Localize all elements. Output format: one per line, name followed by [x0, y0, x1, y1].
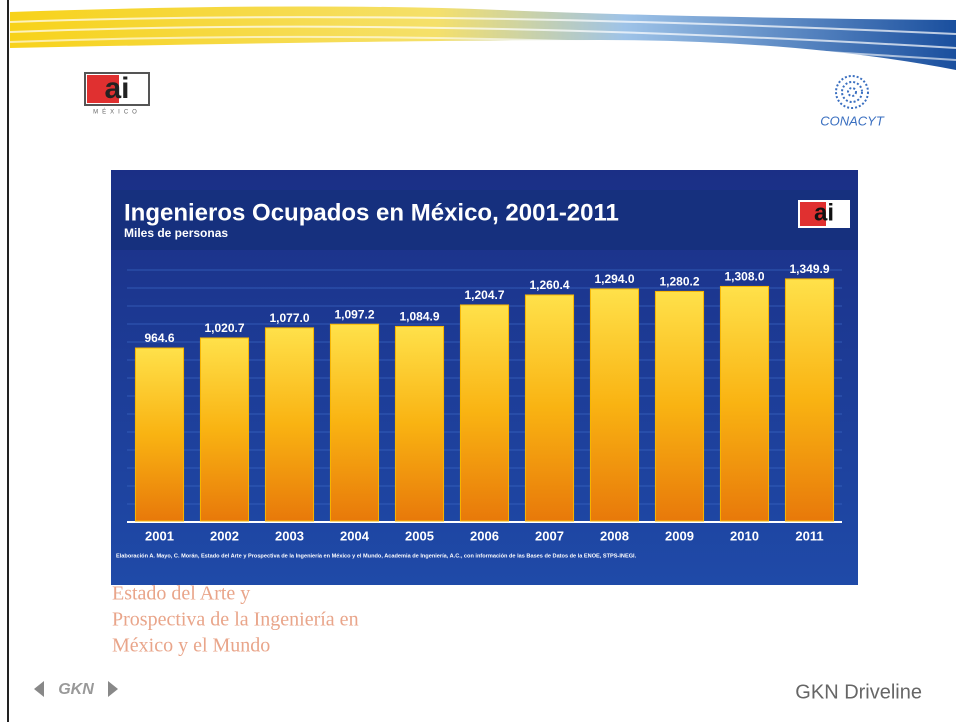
bar: [589, 288, 640, 522]
value-label: 1,020.7: [204, 321, 244, 335]
chart-title: Ingenieros Ocupados en México, 2001-2011: [124, 199, 619, 226]
value-label: 1,084.9: [399, 310, 439, 324]
x-tick-label: 2007: [535, 528, 564, 543]
value-label: 1,204.7: [464, 288, 504, 302]
bar: [199, 337, 250, 522]
watermark-line: México y el Mundo: [112, 635, 270, 657]
conacyt-emblem: [835, 75, 869, 109]
chart-logo: ai: [814, 199, 834, 226]
bar: [264, 327, 315, 522]
x-tick-label: 2010: [730, 528, 759, 543]
chart-subtitle: Miles de personas: [124, 226, 228, 240]
bar: [784, 278, 835, 522]
bar: [524, 294, 575, 522]
header-swoosh: [9, 6, 956, 71]
x-tick-label: 2004: [340, 528, 370, 543]
x-tick-label: 2008: [600, 528, 629, 543]
chart-source: Elaboración A. Mayo, C. Morán, Estado de…: [116, 553, 637, 559]
value-label: 964.6: [144, 331, 174, 345]
value-label: 1,280.2: [659, 275, 699, 289]
x-tick-label: 2001: [145, 528, 174, 543]
x-tick-label: 2009: [665, 528, 694, 543]
value-label: 1,260.4: [529, 278, 569, 292]
chart-logo-red: [800, 202, 826, 226]
footer-logo-shape: [34, 681, 118, 697]
logo-left: ai: [104, 72, 129, 105]
logo-caption: MÉXICO: [93, 109, 141, 116]
chart-header: [111, 190, 858, 250]
bar: [134, 347, 185, 522]
bar: [654, 290, 705, 522]
bar: [719, 285, 770, 522]
bar: [394, 325, 445, 522]
value-label: 1,097.2: [334, 307, 374, 321]
x-tick-label: 2011: [795, 528, 823, 543]
bar: [329, 323, 380, 522]
x-tick-label: 2003: [275, 528, 304, 543]
x-tick-label: 2002: [210, 528, 239, 543]
x-tick-label: 2005: [405, 528, 434, 543]
watermark-line: Prospectiva de la Ingeniería en: [112, 609, 359, 631]
logo-right: CONACYT: [820, 113, 885, 128]
value-label: 1,294.0: [594, 272, 634, 286]
footer-brand: GKN Driveline: [795, 681, 922, 703]
value-label: 1,077.0: [269, 311, 309, 325]
value-label: 1,349.9: [789, 262, 829, 276]
logo-red: [87, 75, 119, 103]
x-tick-label: 2006: [470, 528, 499, 543]
value-label: 1,308.0: [724, 270, 764, 284]
bar: [459, 304, 510, 522]
watermark-line: Estado del Arte y: [112, 583, 250, 605]
footer-logo: GKN: [58, 681, 94, 698]
